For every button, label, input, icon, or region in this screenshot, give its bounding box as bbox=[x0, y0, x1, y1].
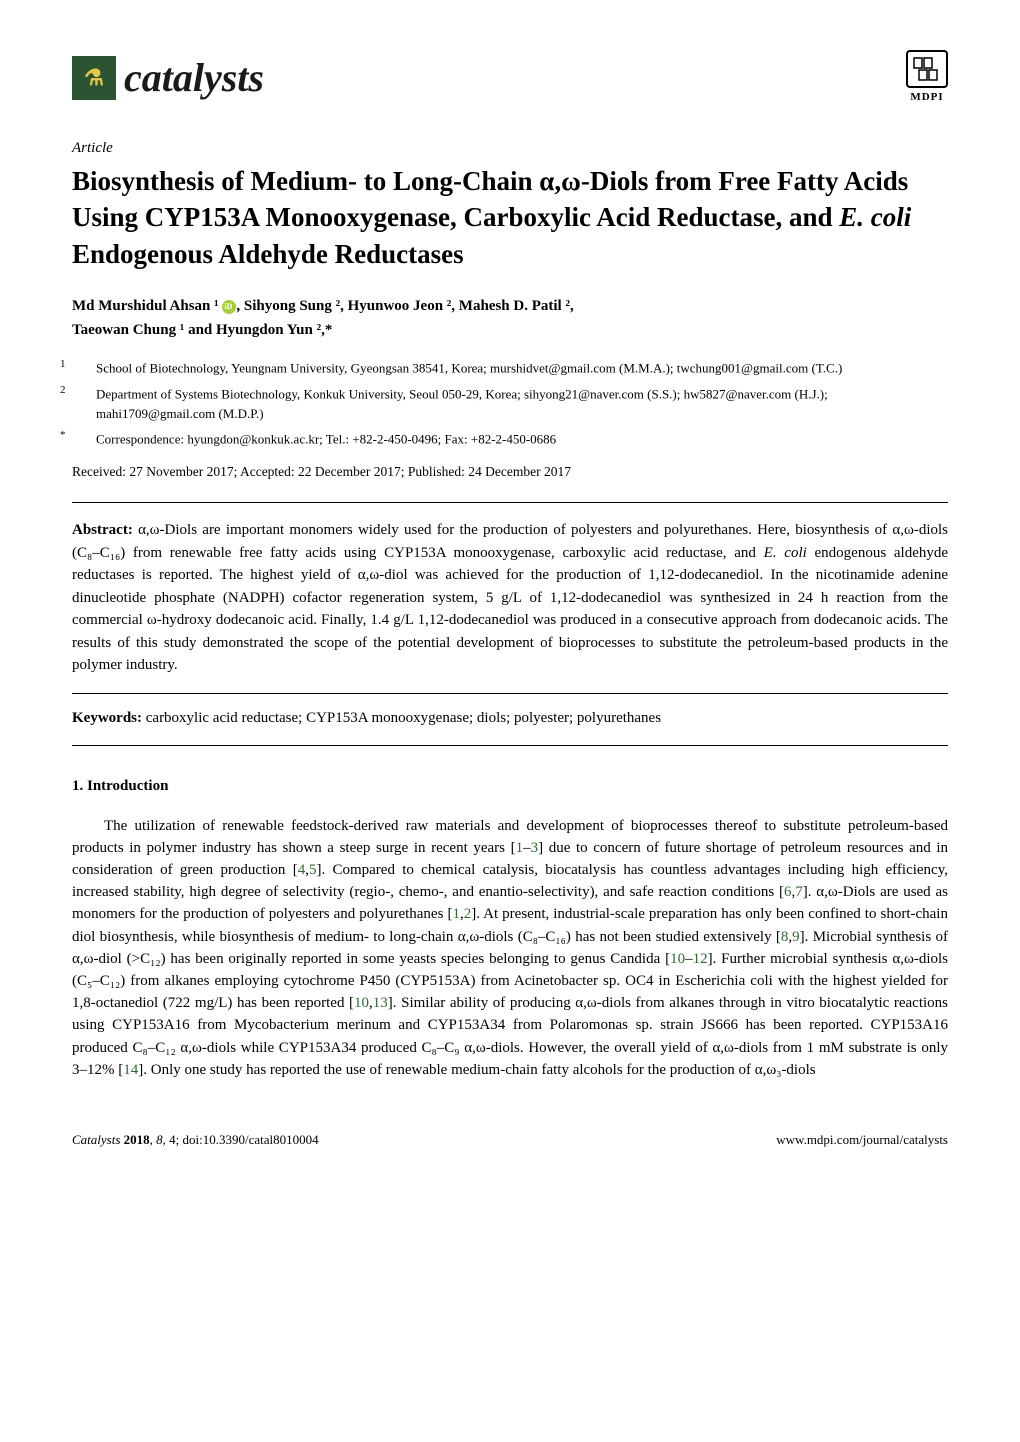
section-heading: 1. Introduction bbox=[72, 776, 948, 797]
mdpi-icon bbox=[906, 50, 948, 88]
header-row: ⚗ catalysts MDPI bbox=[72, 50, 948, 106]
abstract-body: α,ω-Diols are important monomers widely … bbox=[72, 522, 948, 673]
author-text: Taeowan Chung ¹ and Hyungdon Yun ²,* bbox=[72, 322, 332, 338]
ref-link[interactable]: 13 bbox=[373, 995, 388, 1011]
author-text: , Sihyong Sung ², Hyunwoo Jeon ², Mahesh… bbox=[236, 298, 573, 314]
ref-link[interactable]: 9 bbox=[792, 929, 800, 945]
abstract-label: Abstract: bbox=[72, 522, 133, 538]
logo-glyph: ⚗ bbox=[84, 63, 104, 94]
abstract-box: Abstract: α,ω-Diols are important monome… bbox=[72, 502, 948, 746]
keywords-body: carboxylic acid reductase; CYP153A monoo… bbox=[142, 710, 661, 726]
keywords: Keywords: carboxylic acid reductase; CYP… bbox=[72, 693, 948, 729]
footer-right[interactable]: www.mdpi.com/journal/catalysts bbox=[776, 1131, 948, 1149]
orcid-icon[interactable] bbox=[222, 300, 236, 314]
affiliation: *Correspondence: hyungdon@konkuk.ac.kr; … bbox=[96, 427, 948, 449]
affiliation: 2Department of Systems Biotechnology, Ko… bbox=[96, 382, 948, 423]
ref-link[interactable]: 10 bbox=[354, 995, 369, 1011]
affiliation: 1School of Biotechnology, Yeungnam Unive… bbox=[96, 356, 948, 378]
body-paragraph: The utilization of renewable feedstock-d… bbox=[72, 815, 948, 1081]
publisher-name: MDPI bbox=[910, 90, 943, 105]
affiliations-list: 1School of Biotechnology, Yeungnam Unive… bbox=[96, 356, 948, 449]
dates-line: Received: 27 November 2017; Accepted: 22… bbox=[72, 463, 948, 482]
footer: Catalysts 2018, 8, 4; doi:10.3390/catal8… bbox=[72, 1131, 948, 1149]
ref-link[interactable]: 3 bbox=[531, 840, 539, 856]
keywords-label: Keywords: bbox=[72, 710, 142, 726]
ref-link[interactable]: 7 bbox=[795, 884, 803, 900]
body-text: ]. Only one study has reported the use o… bbox=[138, 1062, 815, 1078]
abstract: Abstract: α,ω-Diols are important monome… bbox=[72, 519, 948, 677]
author-text: Md Murshidul Ahsan ¹ bbox=[72, 298, 222, 314]
authors-block: Md Murshidul Ahsan ¹ , Sihyong Sung ², H… bbox=[72, 294, 948, 342]
journal-name: catalysts bbox=[124, 50, 264, 106]
affil-sup: 2 bbox=[78, 382, 96, 399]
ref-link[interactable]: 10 bbox=[670, 951, 685, 967]
affil-text: Department of Systems Biotechnology, Kon… bbox=[96, 386, 828, 421]
ref-link[interactable]: 1 bbox=[516, 840, 524, 856]
affil-sup: 1 bbox=[78, 356, 96, 373]
affil-sup: * bbox=[78, 427, 96, 444]
article-type: Article bbox=[72, 138, 948, 159]
affil-text: School of Biotechnology, Yeungnam Univer… bbox=[96, 361, 842, 376]
journal-logo-icon: ⚗ bbox=[72, 56, 116, 100]
footer-left: Catalysts 2018, 8, 4; doi:10.3390/catal8… bbox=[72, 1131, 319, 1149]
body-text: – bbox=[523, 840, 531, 856]
ref-link[interactable]: 12 bbox=[693, 951, 708, 967]
affil-text: Correspondence: hyungdon@konkuk.ac.kr; T… bbox=[96, 432, 556, 447]
body-text: – bbox=[685, 951, 693, 967]
ref-link[interactable]: 14 bbox=[123, 1062, 138, 1078]
publisher-logo: MDPI bbox=[906, 50, 948, 105]
article-title: Biosynthesis of Medium- to Long-Chain α,… bbox=[72, 163, 948, 272]
ref-link[interactable]: 1 bbox=[452, 906, 460, 922]
journal-logo: ⚗ catalysts bbox=[72, 50, 264, 106]
